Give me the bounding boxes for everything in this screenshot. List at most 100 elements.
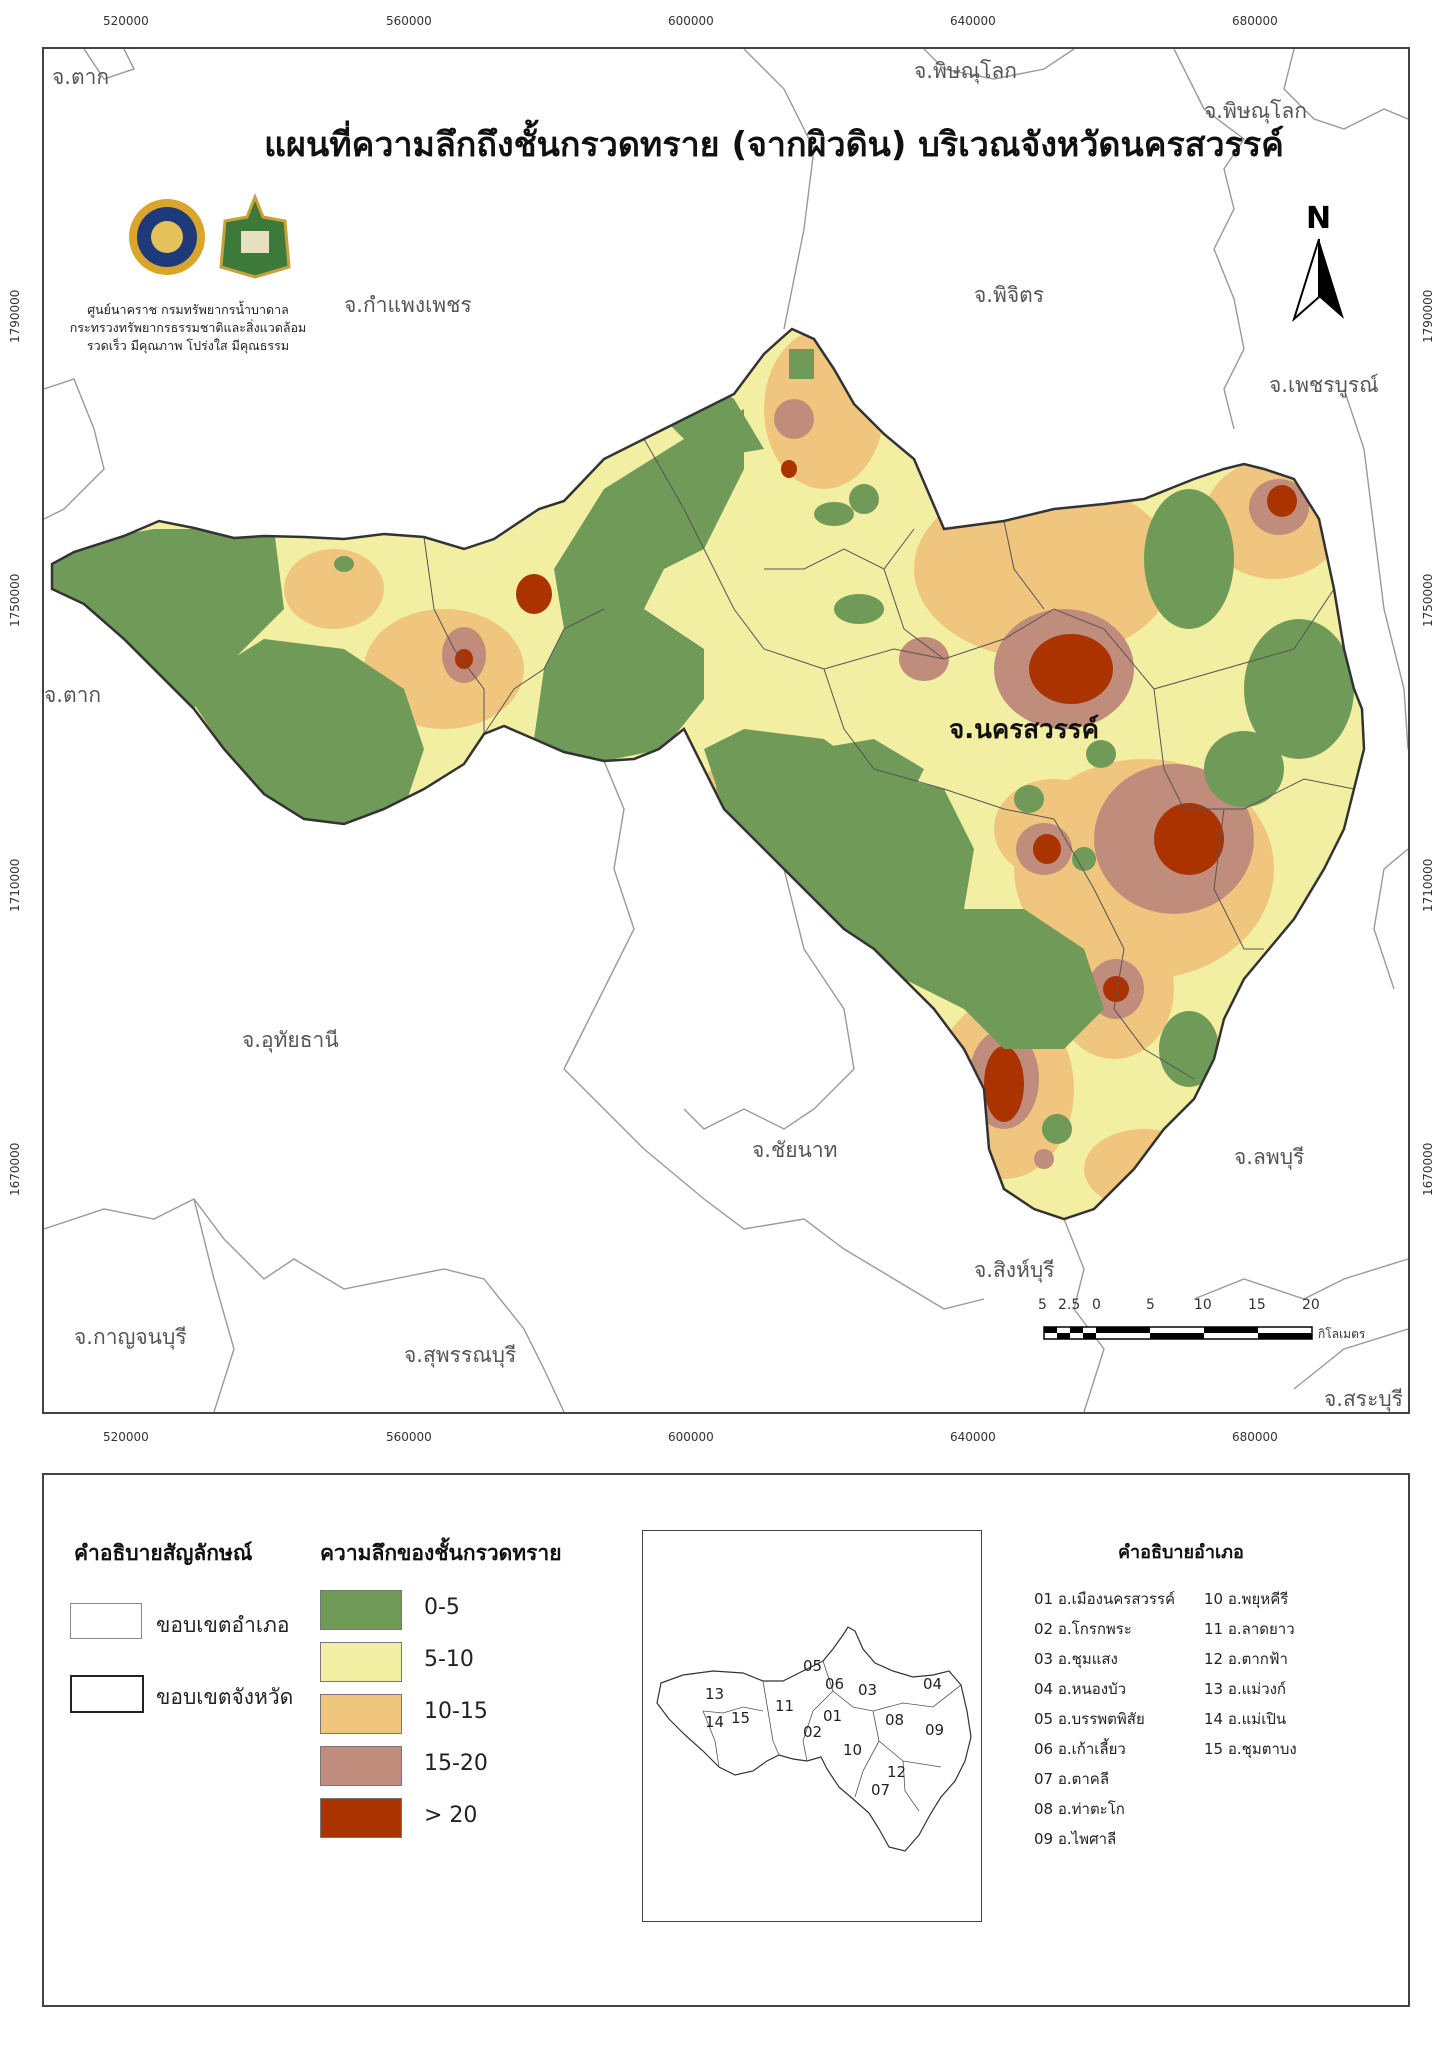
scale-tick-7: 20 <box>1302 1297 1320 1313</box>
district-09: 09 อ.ไพศาลี <box>1034 1830 1117 1848</box>
district-04: 04 อ.หนองบัว <box>1034 1680 1127 1698</box>
coord-x-bottom-5: 680000 <box>1232 1430 1278 1444</box>
agency-line-2: กระทรวงทรัพยากรธรรมชาติและสิ่งแวดล้อม <box>69 320 307 335</box>
ministry-logo-icon <box>219 192 291 279</box>
label-phitsanulok-top: จ.พิษณุโลก <box>914 59 1018 83</box>
boundary-chainat-south <box>563 1068 985 1310</box>
coord-x-top-1: 520000 <box>103 14 149 28</box>
scale-unit: กิโลเมตร <box>1318 1327 1366 1341</box>
boundary-tak-top <box>83 49 135 80</box>
label-uthai: จ.อุทัยธานี <box>242 1028 339 1052</box>
scale-tick-1: 5 <box>1038 1297 1047 1313</box>
neighbor-boundaries <box>44 49 1408 1412</box>
district-07: 07 อ.ตาคลี <box>1034 1770 1110 1788</box>
district-03: 03 อ.ชุมแสง <box>1034 1650 1118 1668</box>
boundary-phetchabun <box>1173 49 1245 430</box>
district-boundary-symbol <box>70 1603 142 1639</box>
boundary-phitsanulok <box>923 49 1075 80</box>
inset-num-15: 15 <box>731 1709 750 1727</box>
legend-symbol-title: คำอธิบายสัญลักษณ์ <box>74 1541 253 1565</box>
boundary-suphanburi <box>44 1198 565 1412</box>
coord-x-bottom-4: 640000 <box>950 1430 996 1444</box>
label-kamphaeng: จ.กำแพงเพชร <box>344 293 472 317</box>
boundary-lopburi <box>1193 1258 1408 1300</box>
agency-line-1: ศูนย์นาคราช กรมทรัพยากรน้ำบาดาล <box>87 302 289 317</box>
map-canvas <box>44 49 1408 1412</box>
north-label: N <box>1306 201 1332 236</box>
coord-y-right-4: 1670000 <box>1421 1142 1435 1196</box>
coord-y-right-2: 1750000 <box>1421 573 1435 627</box>
coord-y-right-1: 1790000 <box>1421 289 1435 343</box>
coord-y-left-1: 1790000 <box>8 289 22 343</box>
boundary-east-2 <box>1373 848 1408 990</box>
boundary-saraburi <box>1293 1328 1408 1390</box>
inset-num-09: 09 <box>925 1721 944 1739</box>
inset-num-14: 14 <box>705 1713 724 1731</box>
boundary-phitsanulok-east <box>1283 49 1408 130</box>
inset-num-01: 01 <box>823 1707 842 1725</box>
inset-num-04: 04 <box>923 1675 942 1693</box>
class-swatch-0-5 <box>320 1590 402 1630</box>
coord-x-bottom-3: 600000 <box>668 1430 714 1444</box>
class-swatch-5-10 <box>320 1642 402 1682</box>
inset-num-11: 11 <box>775 1697 794 1715</box>
district-boundary-label: ขอบเขตอำเภอ <box>156 1613 290 1637</box>
inset-num-03: 03 <box>858 1681 877 1699</box>
class-0-5 <box>52 349 1354 1144</box>
coord-y-right-3: 1710000 <box>1421 858 1435 912</box>
map-frame: แผนที่ความลึกถึงชั้นกรวดทราย (จากผิวดิน)… <box>42 47 1410 1414</box>
coord-x-top-2: 560000 <box>386 14 432 28</box>
class-swatch-15-20 <box>320 1746 402 1786</box>
district-13: 13 อ.แม่วงก์ <box>1204 1680 1287 1698</box>
label-kanchanaburi: จ.กาญจนบุรี <box>74 1325 187 1349</box>
province-boundary-label: ขอบเขตจังหวัด <box>156 1685 294 1709</box>
agency-line-3: รวดเร็ว มีคุณภาพ โปร่งใส มีคุณธรรม <box>86 338 290 353</box>
class-label-0-5: 0-5 <box>424 1595 460 1620</box>
scale-tick-5: 10 <box>1194 1297 1212 1313</box>
coord-x-bottom-2: 560000 <box>386 1430 432 1444</box>
class-label-5-10: 5-10 <box>424 1647 474 1672</box>
boundary-chainat-north <box>683 868 855 1130</box>
class-swatch-10-15 <box>320 1694 402 1734</box>
district-10: 10 อ.พยุหคีรี <box>1204 1590 1289 1608</box>
inset-num-08: 08 <box>885 1711 904 1729</box>
coord-x-bottom-1: 520000 <box>103 1430 149 1444</box>
district-14: 14 อ.แม่เปิน <box>1204 1710 1287 1728</box>
boundary-kamphaeng-east <box>743 49 815 330</box>
label-tak-left: จ.ตาก <box>44 683 102 707</box>
coord-y-left-4: 1670000 <box>8 1142 22 1196</box>
inset-map: 05 06 03 04 13 11 01 08 09 14 15 02 10 1… <box>642 1530 982 1922</box>
label-phichit: จ.พิจิตร <box>974 283 1045 307</box>
label-lopburi: จ.ลพบุรี <box>1234 1145 1305 1169</box>
class-label-gt-20: > 20 <box>424 1803 478 1828</box>
class-label-10-15: 10-15 <box>424 1699 488 1724</box>
district-08: 08 อ.ท่าตะโก <box>1034 1800 1125 1818</box>
boundary-singburi <box>1063 1218 1105 1412</box>
district-05: 05 อ.บรรพตพิสัย <box>1034 1710 1145 1728</box>
scale-tick-6: 15 <box>1248 1297 1266 1313</box>
class-label-15-20: 15-20 <box>424 1751 488 1776</box>
agency-text: ศูนย์นาคราช กรมทรัพยากรน้ำบาดาล กระทรวงท… <box>68 301 308 355</box>
boundary-kanchanaburi <box>193 1198 235 1412</box>
scale-tick-4: 5 <box>1146 1297 1155 1313</box>
inset-num-06: 06 <box>825 1675 844 1693</box>
legend-districts-title: คำอธิบายอำเภอ <box>1118 1542 1244 1563</box>
coord-x-top-4: 640000 <box>950 14 996 28</box>
inset-num-02: 02 <box>803 1723 822 1741</box>
coord-x-top-5: 680000 <box>1232 14 1278 28</box>
class-swatch-gt-20 <box>320 1798 402 1838</box>
legend-panel: คำอธิบายสัญลักษณ์ ขอบเขตอำเภอ ขอบเขตจังห… <box>42 1473 1410 2007</box>
boundary-east <box>1343 388 1408 750</box>
label-tak-top: จ.ตาก <box>52 65 110 89</box>
district-01: 01 อ.เมืองนครสวรรค์ <box>1034 1590 1176 1608</box>
boundary-tak <box>44 378 105 520</box>
district-12: 12 อ.ตากฟ้า <box>1204 1650 1288 1668</box>
label-phitsanulok-right: จ.พิษณุโลก <box>1204 99 1308 123</box>
inset-num-12: 12 <box>887 1763 906 1781</box>
coord-x-top-3: 600000 <box>668 14 714 28</box>
inset-num-13: 13 <box>705 1685 724 1703</box>
scale-bar <box>1043 1326 1313 1340</box>
map-title: แผนที่ความลึกถึงชั้นกรวดทราย (จากผิวดิน)… <box>264 125 1284 165</box>
coord-y-left-2: 1750000 <box>8 573 22 627</box>
scale-labels: 5 2.5 0 5 10 15 20 กิโลเมตร <box>1038 1297 1374 1359</box>
